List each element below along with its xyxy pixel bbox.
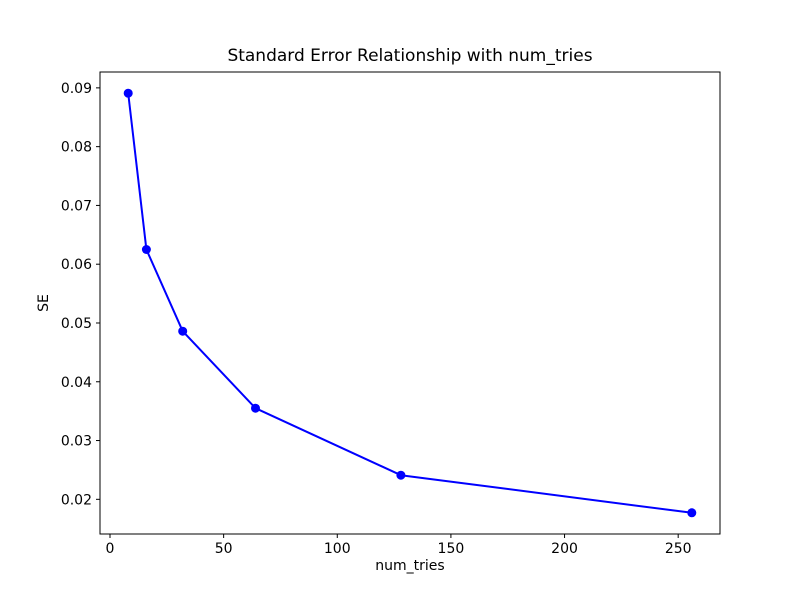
data-point <box>141 245 151 254</box>
x-tick-label: 0 <box>106 541 115 557</box>
chart-title: Standard Error Relationship with num_tri… <box>227 46 593 66</box>
y-tick-label: 0.09 <box>61 81 92 97</box>
x-tick-label: 200 <box>551 541 578 557</box>
data-point <box>687 508 697 518</box>
x-tick-label: 150 <box>438 541 465 557</box>
y-tick-label: 0.06 <box>61 257 92 273</box>
x-tick-label: 100 <box>324 541 351 557</box>
data-point <box>251 403 260 413</box>
x-tick-label: 250 <box>665 541 692 557</box>
data-point <box>396 470 406 480</box>
y-tick-label: 0.07 <box>61 198 92 214</box>
y-tick-label: 0.05 <box>61 316 92 332</box>
data-point <box>123 88 133 98</box>
x-tick-label: 50 <box>215 541 233 557</box>
axes-frame <box>99 71 721 535</box>
data-point <box>178 326 188 336</box>
y-tick-label: 0.03 <box>61 434 92 450</box>
x-axis-label: num_tries <box>375 558 445 574</box>
y-tick-label: 0.08 <box>61 140 92 156</box>
y-tick-label: 0.04 <box>61 375 92 391</box>
y-tick-label: 0.02 <box>61 492 92 508</box>
data-line <box>127 92 693 514</box>
